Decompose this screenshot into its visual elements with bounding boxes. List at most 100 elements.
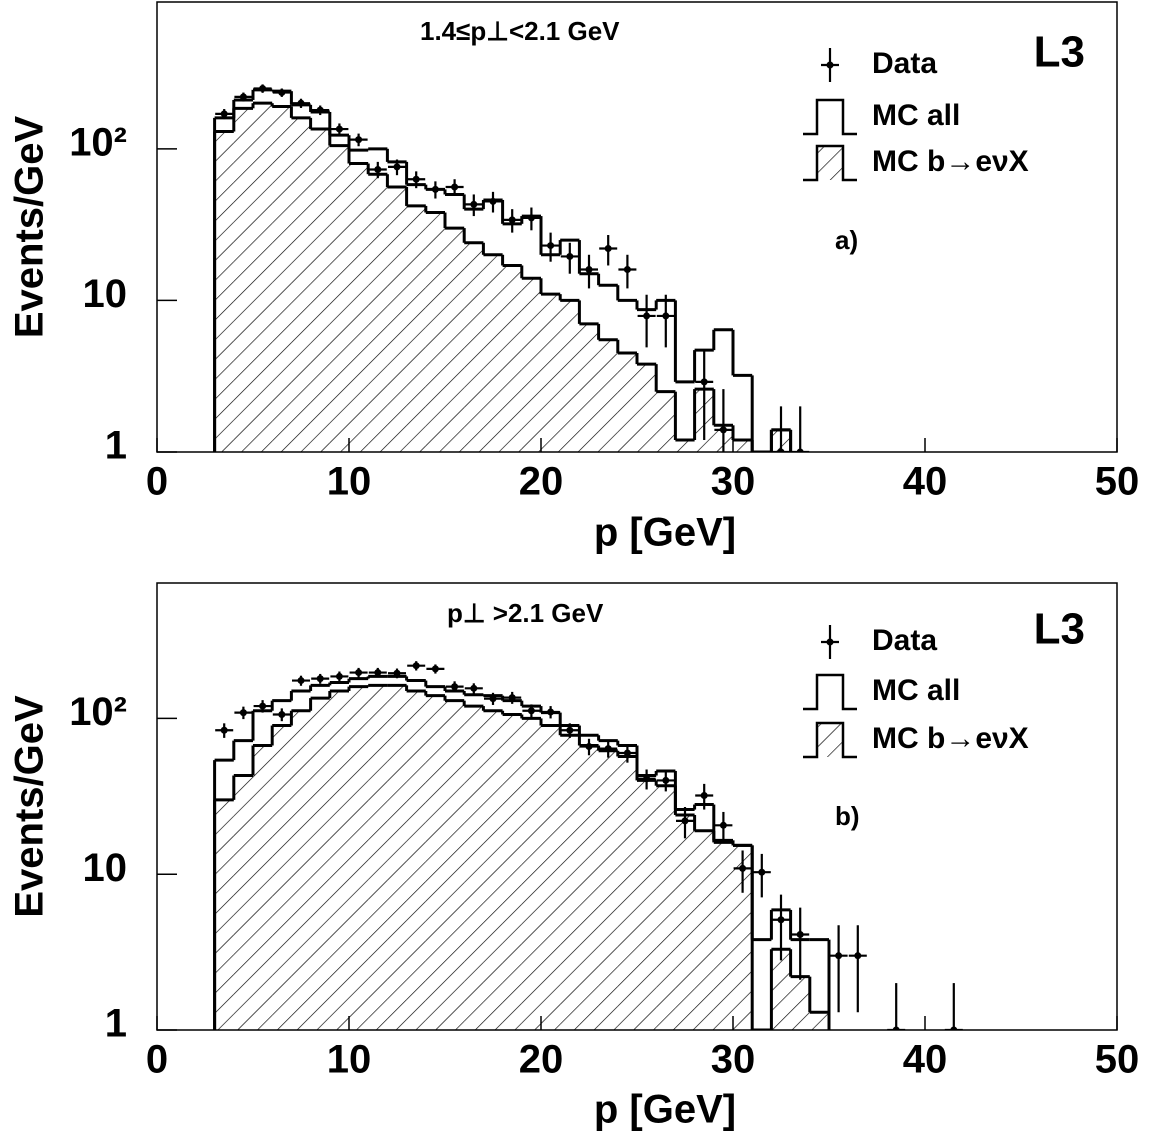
hatched-bin bbox=[541, 725, 561, 1030]
plot-frame bbox=[156, 582, 1118, 1031]
hatched-bin bbox=[771, 949, 791, 1030]
data-point bbox=[950, 1026, 958, 1030]
data-point bbox=[662, 312, 670, 320]
hatched-bin bbox=[445, 700, 465, 1030]
hatched-bin bbox=[733, 845, 753, 1030]
legend-label: MC b→eνX bbox=[872, 145, 1029, 178]
y-tick-label: 10² bbox=[69, 690, 127, 734]
hatched-bin bbox=[617, 352, 637, 452]
legend-label: MC b→eνX bbox=[872, 722, 1029, 755]
data-point bbox=[335, 672, 343, 680]
data-point bbox=[892, 1026, 900, 1030]
x-axis-label: p [GeV] bbox=[594, 1088, 736, 1132]
data-point bbox=[431, 665, 439, 673]
data-point bbox=[796, 931, 804, 939]
hatched-bin bbox=[291, 710, 311, 1030]
plot-area bbox=[213, 661, 963, 1030]
plot-frame bbox=[156, 1, 1118, 453]
data-point bbox=[316, 106, 324, 114]
x-tick-label: 30 bbox=[711, 460, 756, 504]
data-point bbox=[700, 792, 708, 800]
x-tick-label: 0 bbox=[146, 1038, 168, 1082]
hatched-bin bbox=[560, 735, 580, 1030]
hatched-bin bbox=[406, 205, 426, 452]
x-tick-label: 40 bbox=[903, 1038, 948, 1082]
hatched-bin bbox=[253, 103, 273, 452]
hatched-bin bbox=[733, 439, 753, 452]
hatched-bin bbox=[253, 745, 273, 1030]
hatched-bin bbox=[349, 686, 369, 1030]
data-point bbox=[355, 669, 363, 677]
legend-label: Data bbox=[872, 47, 937, 80]
data-point bbox=[393, 669, 401, 677]
hatched-bin bbox=[675, 814, 695, 1030]
hatched-bin bbox=[675, 439, 695, 452]
data-point bbox=[451, 683, 459, 691]
data-point bbox=[547, 242, 555, 250]
data-point bbox=[662, 776, 670, 784]
hatched-bin bbox=[713, 842, 733, 1030]
hatched-bin bbox=[329, 145, 349, 452]
hatched-bin bbox=[483, 710, 503, 1030]
hatched-bin bbox=[560, 300, 580, 452]
data-point bbox=[643, 312, 651, 320]
hatched-bin bbox=[464, 706, 484, 1030]
x-tick-label: 30 bbox=[711, 1038, 756, 1082]
legend-marker bbox=[817, 146, 843, 180]
x-tick-label: 0 bbox=[146, 460, 168, 504]
hatched-bin bbox=[464, 242, 484, 452]
hatched-bin bbox=[425, 212, 445, 452]
legend-label: MC all bbox=[872, 99, 960, 132]
hatched-bin bbox=[233, 775, 253, 1030]
x-tick-label: 10 bbox=[327, 1038, 372, 1082]
legend-marker bbox=[803, 144, 857, 182]
y-tick-label: 1 bbox=[105, 424, 127, 468]
hatched-bin bbox=[502, 714, 522, 1030]
data-point bbox=[585, 743, 593, 751]
data-point bbox=[777, 916, 785, 924]
data-point bbox=[854, 952, 862, 960]
data-point bbox=[278, 710, 286, 718]
data-point bbox=[527, 707, 535, 715]
y-tick-label: 10 bbox=[83, 846, 128, 890]
data-point bbox=[643, 775, 651, 783]
hatched-bin bbox=[329, 690, 349, 1030]
hatched-bin bbox=[310, 698, 330, 1030]
data-point bbox=[451, 183, 459, 191]
x-tick-label: 50 bbox=[1095, 460, 1140, 504]
legend-marker bbox=[803, 673, 857, 711]
data-point bbox=[259, 702, 267, 710]
hatched-bin bbox=[521, 718, 541, 1030]
data-point bbox=[374, 166, 382, 174]
data-point bbox=[259, 84, 267, 92]
x-tick-label: 20 bbox=[519, 1038, 564, 1082]
data-point bbox=[547, 708, 555, 716]
panel-subtitle: p⊥ >2.1 GeV bbox=[447, 598, 604, 628]
data-point bbox=[739, 864, 747, 872]
data-point bbox=[508, 694, 516, 702]
x-axis-label: p [GeV] bbox=[594, 511, 736, 555]
hatched-bin bbox=[541, 294, 561, 452]
x-tick-label: 40 bbox=[903, 460, 948, 504]
hatched-bin bbox=[809, 1012, 829, 1030]
legend-marker bbox=[817, 723, 843, 757]
hatched-bin bbox=[598, 339, 618, 452]
legend-marker bbox=[826, 638, 834, 646]
data-point bbox=[297, 99, 305, 107]
y-tick-label: 10 bbox=[83, 272, 128, 316]
hatched-bin bbox=[272, 106, 292, 452]
hatched-bin bbox=[637, 364, 657, 452]
hatched-bin bbox=[598, 750, 618, 1030]
data-point bbox=[489, 197, 497, 205]
legend-marker bbox=[803, 721, 857, 759]
data-point bbox=[623, 749, 631, 757]
data-point bbox=[412, 175, 420, 183]
hatched-bin bbox=[387, 186, 407, 452]
data-point bbox=[297, 677, 305, 685]
data-point bbox=[489, 695, 497, 703]
hatched-bin bbox=[406, 690, 426, 1030]
y-tick-label: 10² bbox=[69, 120, 127, 164]
panel-label: b) bbox=[835, 801, 860, 831]
data-point bbox=[700, 378, 708, 386]
